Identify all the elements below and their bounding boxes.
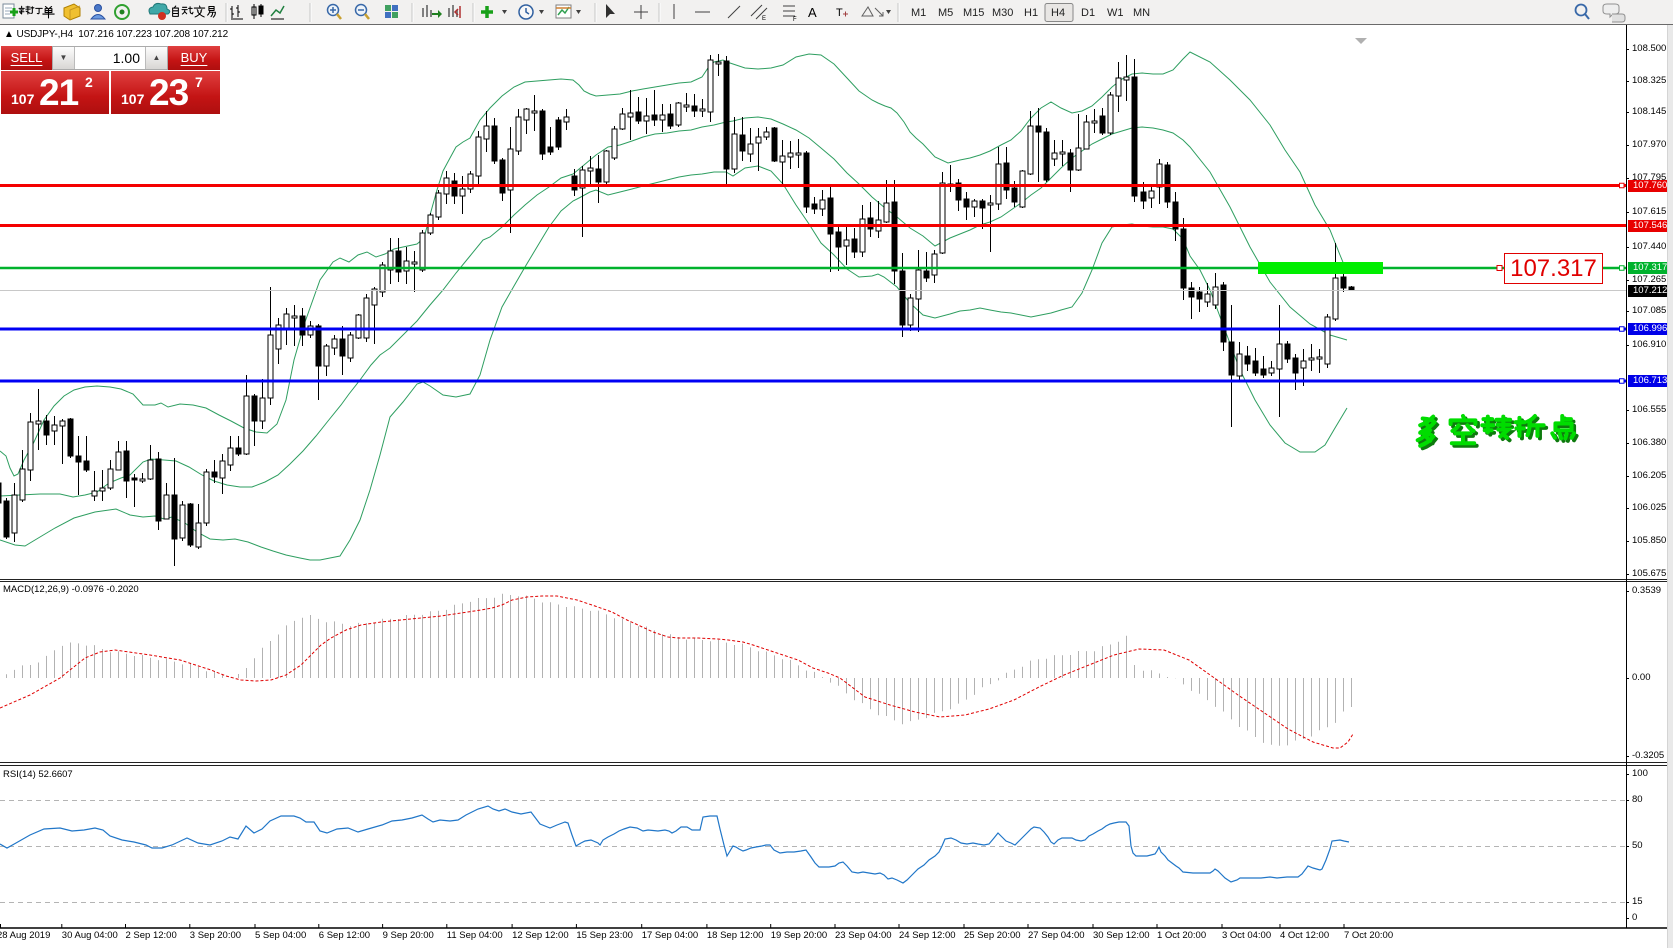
svg-text:A: A	[808, 5, 817, 20]
svg-text:E: E	[762, 16, 766, 22]
svg-text:MN: MN	[1133, 7, 1150, 19]
svg-text:M15: M15	[963, 7, 984, 19]
svg-text:F: F	[793, 17, 797, 23]
svg-text:D1: D1	[1081, 7, 1095, 19]
svg-text:M1: M1	[911, 7, 926, 19]
svg-text:M5: M5	[938, 7, 953, 19]
svg-text:H1: H1	[1024, 7, 1038, 19]
svg-text:T: T	[836, 7, 843, 19]
svg-text:M30: M30	[992, 7, 1013, 19]
svg-text:W1: W1	[1107, 7, 1124, 19]
svg-text:H4: H4	[1051, 7, 1065, 19]
